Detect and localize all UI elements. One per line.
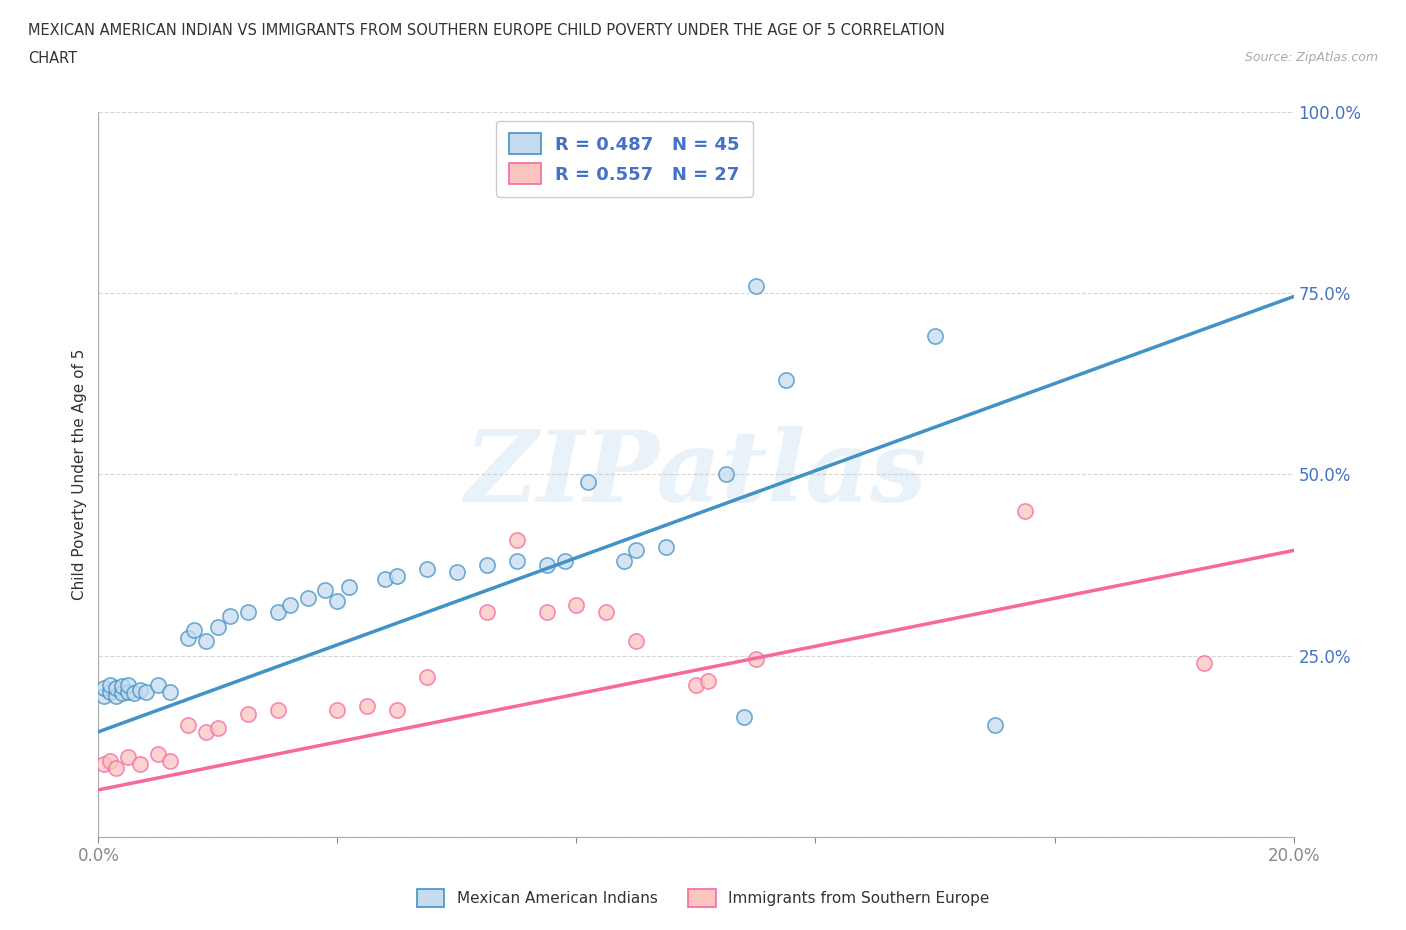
Point xyxy=(655,539,678,554)
Point xyxy=(416,670,439,684)
Point xyxy=(177,717,200,732)
Point xyxy=(177,631,200,645)
Point xyxy=(135,684,157,699)
Point xyxy=(105,688,128,703)
Point xyxy=(195,633,218,648)
Point xyxy=(98,753,122,768)
Point xyxy=(385,568,409,583)
Y-axis label: Child Poverty Under the Age of 5: Child Poverty Under the Age of 5 xyxy=(72,349,87,600)
Point xyxy=(297,591,319,605)
Point xyxy=(93,681,115,696)
Point xyxy=(356,699,378,714)
Point xyxy=(536,558,558,573)
Point xyxy=(267,604,290,619)
Point xyxy=(745,278,768,293)
Point xyxy=(117,684,139,699)
Point xyxy=(613,554,636,569)
Point xyxy=(775,373,797,388)
Point xyxy=(159,753,181,768)
Point xyxy=(924,329,946,344)
Point xyxy=(236,706,259,721)
Point xyxy=(159,684,181,699)
Point xyxy=(148,746,170,761)
Point xyxy=(326,703,349,718)
Point xyxy=(117,677,139,692)
Point xyxy=(111,679,134,694)
Legend: R = 0.487   N = 45, R = 0.557   N = 27: R = 0.487 N = 45, R = 0.557 N = 27 xyxy=(496,121,752,196)
Point xyxy=(416,561,439,576)
Text: CHART: CHART xyxy=(28,51,77,66)
Point xyxy=(506,554,529,569)
Point xyxy=(129,757,152,772)
Point xyxy=(475,558,498,573)
Point xyxy=(93,688,115,703)
Point xyxy=(207,619,229,634)
Point xyxy=(236,604,259,619)
Point xyxy=(578,474,600,489)
Point xyxy=(554,554,576,569)
Legend: Mexican American Indians, Immigrants from Southern Europe: Mexican American Indians, Immigrants fro… xyxy=(411,884,995,913)
Point xyxy=(183,623,205,638)
Text: MEXICAN AMERICAN INDIAN VS IMMIGRANTS FROM SOUTHERN EUROPE CHILD POVERTY UNDER T: MEXICAN AMERICAN INDIAN VS IMMIGRANTS FR… xyxy=(28,23,945,38)
Point xyxy=(595,604,617,619)
Point xyxy=(626,633,648,648)
Point xyxy=(111,686,134,701)
Point xyxy=(315,583,337,598)
Point xyxy=(1014,503,1036,518)
Text: ZIPatlas: ZIPatlas xyxy=(465,426,927,523)
Point xyxy=(506,532,529,547)
Point xyxy=(98,677,122,692)
Point xyxy=(195,724,218,739)
Point xyxy=(385,703,409,718)
Point xyxy=(536,604,558,619)
Point xyxy=(697,673,720,688)
Point xyxy=(1192,656,1215,671)
Point xyxy=(685,677,707,692)
Point xyxy=(148,677,170,692)
Point xyxy=(278,597,301,612)
Point xyxy=(565,597,588,612)
Text: Source: ZipAtlas.com: Source: ZipAtlas.com xyxy=(1244,51,1378,64)
Point xyxy=(475,604,498,619)
Point xyxy=(129,683,152,698)
Point xyxy=(98,684,122,699)
Point xyxy=(733,710,755,724)
Point xyxy=(984,717,1007,732)
Point xyxy=(714,467,737,482)
Point xyxy=(446,565,468,579)
Point xyxy=(339,579,361,594)
Point xyxy=(105,761,128,776)
Point xyxy=(124,686,146,701)
Point xyxy=(745,652,768,667)
Point xyxy=(626,543,648,558)
Point xyxy=(93,757,115,772)
Point xyxy=(117,750,139,764)
Point xyxy=(326,594,349,609)
Point xyxy=(374,572,396,587)
Point xyxy=(267,703,290,718)
Point xyxy=(219,608,242,623)
Point xyxy=(207,721,229,736)
Point xyxy=(105,681,128,696)
